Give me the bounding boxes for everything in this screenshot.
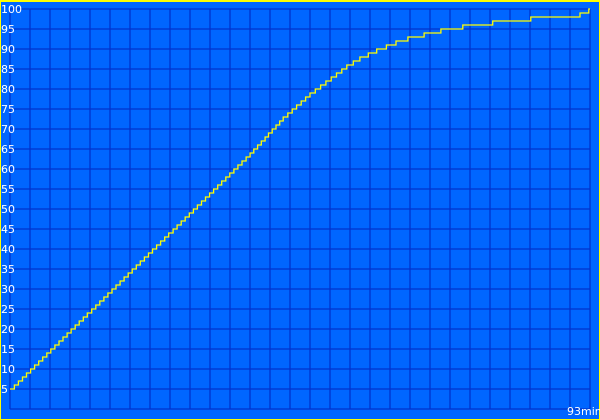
x-axis-duration-label: 93min bbox=[567, 405, 600, 418]
y-tick-label: 55 bbox=[1, 183, 15, 196]
charge-curve bbox=[10, 8, 590, 390]
y-tick-label: 60 bbox=[1, 163, 15, 176]
y-tick-label: 10 bbox=[1, 363, 15, 376]
y-tick-label: 90 bbox=[1, 43, 15, 56]
y-tick-label: 70 bbox=[1, 123, 15, 136]
y-tick-label: 50 bbox=[1, 203, 15, 216]
grid bbox=[9, 8, 591, 410]
y-tick-label: 5 bbox=[1, 383, 8, 396]
y-tick-label: 30 bbox=[1, 283, 15, 296]
y-tick-label: 65 bbox=[1, 143, 15, 156]
y-tick-label: 100 bbox=[1, 3, 22, 16]
y-tick-label: 75 bbox=[1, 103, 15, 116]
y-tick-label: 45 bbox=[1, 223, 15, 236]
y-tick-label: 40 bbox=[1, 243, 15, 256]
y-tick-label: 35 bbox=[1, 263, 15, 276]
y-tick-label: 80 bbox=[1, 83, 15, 96]
y-tick-label: 20 bbox=[1, 323, 15, 336]
y-tick-label: 95 bbox=[1, 23, 15, 36]
y-tick-label: 15 bbox=[1, 343, 15, 356]
y-tick-labels: 100 95 90 85 80 75 70 65 60 55 50 45 40 35 30 25 20 15 10 5 bbox=[1, 3, 22, 396]
y-tick-label: 85 bbox=[1, 63, 15, 76]
y-tick-label: 25 bbox=[1, 303, 15, 316]
